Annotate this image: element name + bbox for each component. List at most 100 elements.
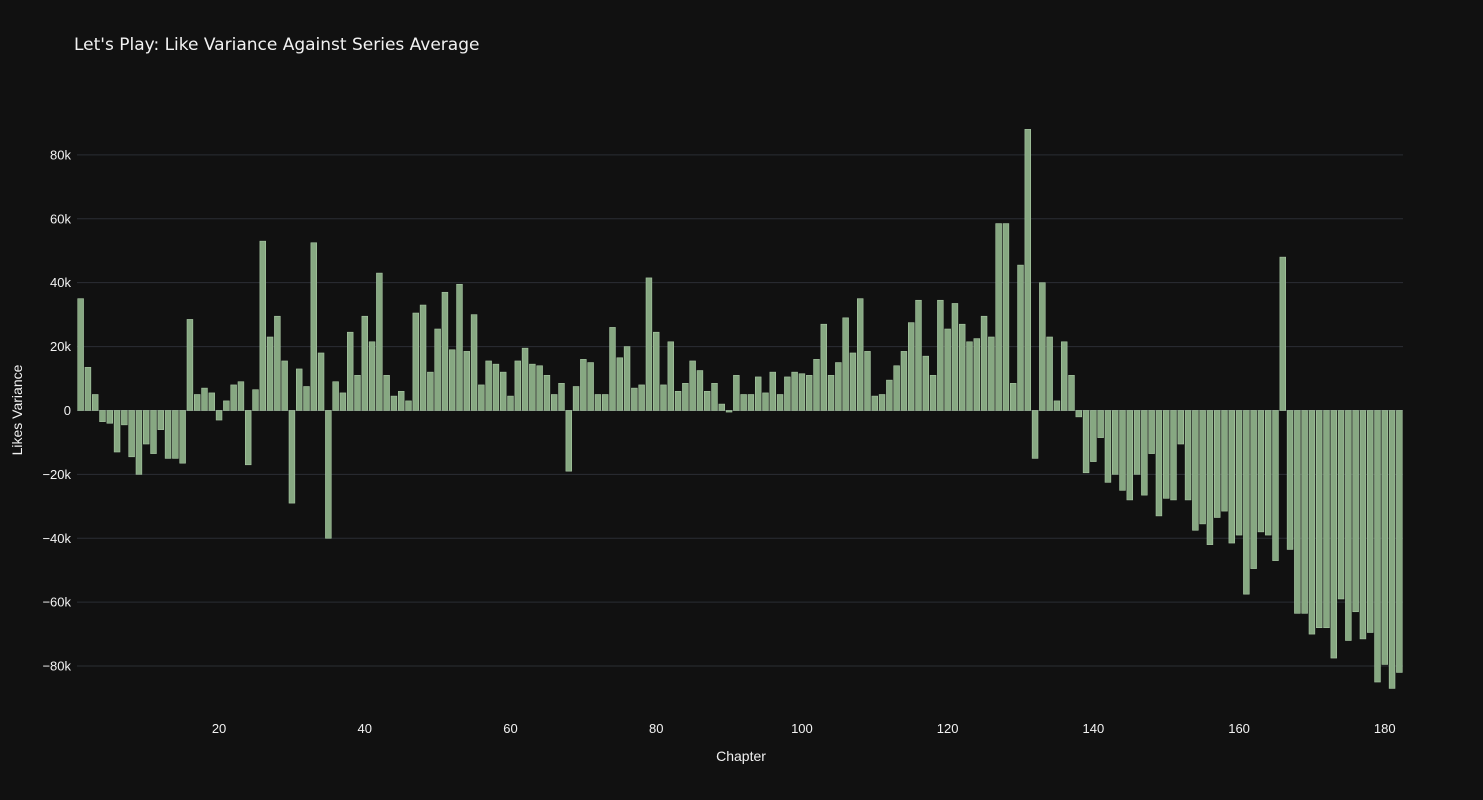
bar-chapter-100	[798, 373, 806, 411]
bar-chapter-150	[1163, 410, 1170, 499]
x-tick-label: 40	[358, 721, 372, 736]
bar-chapter-106	[842, 317, 849, 411]
bar-chapter-139	[1082, 410, 1090, 474]
bar-chapter-66	[550, 394, 558, 411]
bar-chapter-181	[1388, 410, 1396, 689]
bar-chapter-99	[791, 371, 798, 411]
bar-chapter-55	[470, 314, 478, 411]
bar-chapter-59	[499, 371, 507, 411]
bar-chapter-84	[682, 383, 689, 411]
bar-chapter-169	[1301, 410, 1308, 614]
bar-chapter-154	[1192, 410, 1199, 531]
bar-chapter-148	[1148, 410, 1155, 454]
bar-chapter-37	[339, 392, 347, 411]
bar-chapter-124	[973, 338, 980, 411]
bar-chapter-158	[1221, 410, 1228, 512]
bar-chapter-25	[252, 389, 259, 411]
bar-chapter-179	[1374, 410, 1381, 683]
bar-chapter-157	[1214, 410, 1221, 518]
bar-chapter-140	[1090, 410, 1097, 462]
bar-chapter-26	[259, 240, 267, 411]
bar-chapter-128	[1002, 223, 1010, 411]
bar-chapter-121	[951, 303, 959, 411]
bar-chapter-134	[1046, 336, 1053, 411]
bar-chapter-19	[208, 392, 216, 411]
bar-chapter-42	[376, 272, 383, 411]
bar-chapter-52	[448, 349, 456, 411]
bar-chapter-168	[1294, 410, 1301, 614]
bar-chapter-111	[878, 394, 886, 411]
bar-chapter-167	[1286, 410, 1294, 550]
bar-chapter-78	[638, 384, 645, 411]
bar-chapter-151	[1170, 410, 1177, 501]
bar-chapter-43	[383, 375, 390, 411]
x-tick-label: 60	[503, 721, 517, 736]
bar-chapter-173	[1330, 410, 1338, 659]
bar-chapter-153	[1184, 410, 1192, 501]
bar-chapter-49	[427, 371, 434, 411]
bar-chapter-143	[1112, 410, 1119, 475]
y-tick-label: −60k	[42, 595, 71, 610]
bar-chapter-108	[856, 298, 864, 411]
bar-chapter-120	[944, 328, 951, 411]
bar-chapter-90	[725, 410, 733, 413]
bar-chapter-110	[871, 395, 878, 411]
bar-chapter-65	[543, 375, 551, 411]
bar-chapter-56	[478, 384, 485, 411]
bar-chapter-50	[434, 328, 441, 411]
bar-chapter-131	[1024, 129, 1032, 411]
bar-chapter-141	[1097, 410, 1104, 438]
bar-chapter-133	[1039, 282, 1046, 411]
bar-chapter-113	[893, 365, 900, 411]
bar-chapter-132	[1031, 410, 1039, 459]
bar-chapter-144	[1119, 410, 1126, 491]
bar-chapter-76	[623, 346, 631, 411]
bar-chapter-129	[1009, 383, 1017, 411]
bar-chapter-79	[645, 277, 653, 411]
bar-chapter-116	[915, 299, 922, 411]
bar-chapter-112	[886, 379, 893, 411]
bar-chapter-20	[215, 410, 223, 421]
bar-chapter-67	[558, 383, 565, 411]
bar-chapter-45	[397, 391, 405, 411]
bar-chapter-51	[441, 291, 449, 411]
bar-chapter-117	[922, 355, 929, 411]
bar-chapter-174	[1337, 410, 1345, 600]
bar-chapter-38	[346, 331, 354, 411]
bar-chapter-93	[747, 394, 755, 411]
bar-chapter-7	[121, 410, 128, 426]
bar-chapter-2	[84, 367, 92, 411]
bar-chapter-83	[674, 391, 682, 411]
x-tick-label: 100	[791, 721, 813, 736]
bar-chapter-5	[106, 410, 114, 424]
bar-chapter-44	[390, 395, 398, 411]
bar-chapter-125	[980, 315, 988, 411]
bar-chapter-86	[696, 370, 704, 411]
bar-chapter-9	[135, 410, 143, 475]
bar-chapter-178	[1367, 410, 1374, 633]
bar-chapter-164	[1265, 410, 1272, 536]
bar-chapter-24	[245, 410, 252, 466]
bar-chapter-75	[616, 357, 623, 411]
y-tick-label: 80k	[50, 147, 71, 162]
bar-chapter-16	[186, 319, 194, 411]
bar-chapter-137	[1068, 375, 1075, 411]
bar-chapter-142	[1104, 410, 1112, 483]
bar-chapter-171	[1316, 410, 1323, 629]
bar-chapter-152	[1177, 410, 1185, 445]
bar-chapter-96	[769, 371, 776, 411]
chart-title: Let's Play: Like Variance Against Series…	[74, 35, 479, 55]
bar-chapter-103	[820, 323, 827, 411]
x-tick-label: 160	[1228, 721, 1250, 736]
x-tick-label: 20	[212, 721, 226, 736]
bar-chapter-1	[77, 298, 84, 411]
bar-chapter-149	[1155, 410, 1163, 517]
bar-chapter-136	[1061, 341, 1068, 411]
bar-chapter-127	[995, 223, 1002, 411]
bar-chapter-166	[1279, 256, 1287, 411]
bar-chapter-62	[521, 347, 529, 411]
bar-chapter-115	[907, 322, 915, 411]
bar-chapter-34	[317, 352, 325, 411]
bar-chapter-33	[310, 242, 318, 411]
bar-chapter-92	[740, 394, 747, 411]
